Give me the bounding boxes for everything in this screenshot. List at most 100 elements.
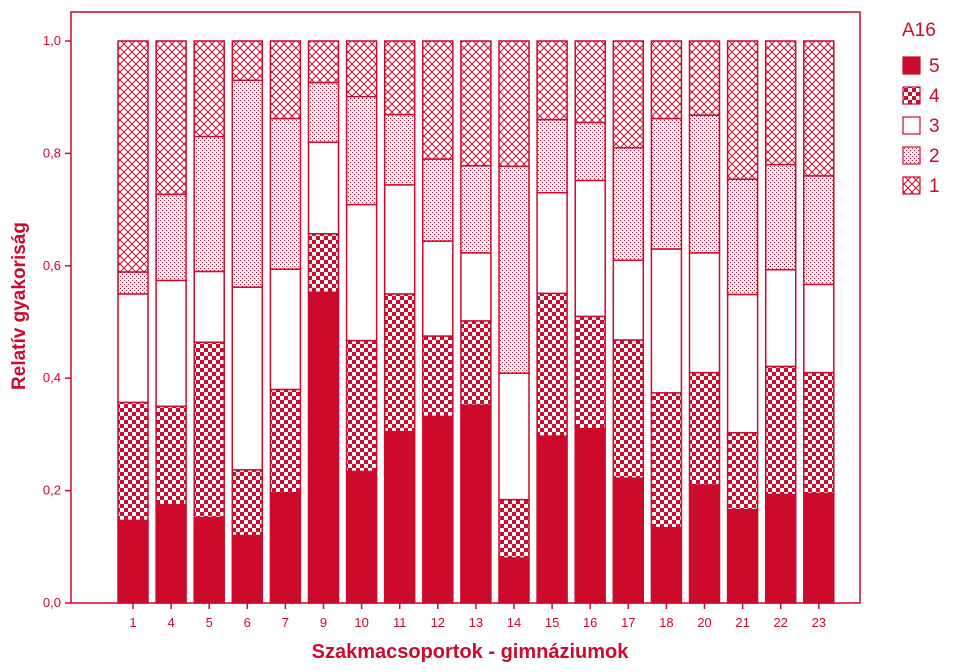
bar-segment-4-value-4 [155, 405, 187, 506]
bar-segment-7-value-1 [269, 40, 302, 120]
bar-segment-9-value-3 [307, 141, 340, 235]
bar-segment-14-value-5 [498, 557, 530, 604]
bar-segment-21-value-1 [726, 40, 759, 181]
bar-segment-20-value-1 [688, 40, 721, 116]
bar-segment-6-value-3 [231, 286, 264, 471]
y-axis-label: Relatív gyakoriság [9, 222, 30, 390]
bar-segment-16-value-5 [574, 428, 606, 604]
bar-segment-23-value-1 [803, 40, 835, 177]
bar-group-18 [650, 40, 683, 604]
bar-segment-17-value-4 [612, 339, 645, 479]
bar-segment-7-value-5 [269, 492, 302, 604]
bar-segment-23-value-3 [803, 283, 835, 374]
bar-segment-16-value-3 [574, 179, 606, 318]
y-tick-label: 0,4 [43, 370, 61, 385]
bar-group-7 [269, 40, 302, 604]
bar-segment-6-value-2 [231, 79, 264, 288]
bar-segment-9-value-4 [307, 233, 340, 293]
bar-segment-12-value-1 [422, 40, 454, 160]
bar-segment-17-value-5 [612, 477, 645, 604]
bar-segment-21-value-3 [726, 293, 759, 434]
bar-segment-1-value-2 [117, 271, 149, 295]
bar-segment-16-value-1 [574, 40, 606, 124]
x-tick-label: 21 [735, 615, 749, 630]
bar-segment-13-value-4 [460, 320, 492, 406]
legend-swatch-5 [902, 56, 921, 75]
bar-group-14 [498, 40, 530, 604]
bar-segment-22-value-1 [764, 40, 797, 166]
bar-group-9 [307, 40, 340, 604]
legend-label-2: 2 [929, 146, 940, 167]
x-tick-label: 16 [583, 615, 597, 630]
bar-segment-20-value-4 [688, 371, 721, 486]
bar-segment-5-value-2 [193, 135, 225, 273]
bar-segment-16-value-4 [574, 315, 606, 430]
legend-label-3: 3 [929, 116, 940, 137]
legend: A16 5 4 3 2 1 [902, 20, 940, 197]
bar-group-23 [803, 40, 835, 604]
x-tick-label: 18 [659, 615, 673, 630]
x-tick-label: 20 [697, 615, 711, 630]
bar-segment-15-value-2 [536, 118, 568, 194]
bar-segment-17-value-1 [612, 40, 645, 149]
x-tick-label: 22 [773, 615, 787, 630]
y-tick-label: 0,2 [43, 483, 61, 498]
y-tick-label: 0,0 [43, 595, 61, 610]
y-tick-label: 0,6 [43, 258, 61, 273]
bar-segment-18-value-2 [650, 117, 683, 250]
bar-segment-18-value-4 [650, 392, 683, 529]
bar-segment-11-value-3 [383, 184, 416, 295]
bar-segment-22-value-2 [764, 163, 797, 271]
bar-segment-10-value-5 [345, 470, 378, 604]
bar-segment-23-value-2 [803, 175, 835, 286]
bar-group-16 [574, 40, 606, 604]
bar-segment-18-value-1 [650, 40, 683, 120]
bar-segment-4-value-5 [155, 503, 187, 604]
x-tick-label: 12 [431, 615, 445, 630]
bar-segment-1-value-1 [117, 40, 149, 273]
bar-segment-15-value-1 [536, 40, 568, 121]
bar-segment-10-value-3 [345, 203, 378, 342]
bar-segment-16-value-2 [574, 121, 606, 182]
bar-group-15 [536, 40, 568, 604]
bar-segment-6-value-5 [231, 534, 264, 604]
bar-segment-21-value-5 [726, 508, 759, 604]
bar-segment-18-value-3 [650, 248, 683, 394]
bar-segment-6-value-4 [231, 469, 264, 537]
bar-segment-15-value-3 [536, 191, 568, 295]
bar-segment-11-value-1 [383, 40, 416, 116]
bar-segment-12-value-5 [422, 415, 454, 604]
bar-segment-15-value-5 [536, 435, 568, 604]
y-tick-label: 0,8 [43, 145, 61, 160]
bar-segment-1-value-3 [117, 293, 149, 404]
bar-group-1 [117, 40, 149, 604]
bar-group-4 [155, 40, 187, 604]
bar-segment-12-value-3 [422, 240, 454, 337]
bar-segment-11-value-2 [383, 113, 416, 186]
bar-segment-20-value-5 [688, 484, 721, 604]
bar-segment-12-value-2 [422, 158, 454, 242]
bar-segment-15-value-4 [536, 292, 568, 437]
bar-segment-9-value-1 [307, 40, 340, 84]
x-tick-label: 13 [469, 615, 483, 630]
bar-segment-17-value-3 [612, 259, 645, 341]
bar-group-20 [688, 40, 721, 604]
bar-segment-5-value-4 [193, 341, 225, 519]
x-tick-label: 23 [812, 615, 826, 630]
bar-segment-14-value-3 [498, 372, 530, 501]
legend-swatch-2 [902, 146, 921, 165]
x-tick-label: 11 [393, 615, 407, 630]
bar-group-13 [460, 40, 492, 604]
bar-segment-21-value-2 [726, 178, 759, 296]
bar-segment-13-value-5 [460, 404, 492, 604]
bar-segment-11-value-4 [383, 293, 416, 433]
x-tick-label: 9 [320, 615, 327, 630]
bar-segment-17-value-2 [612, 147, 645, 261]
x-tick-label: 15 [545, 615, 559, 630]
bar-group-10 [345, 40, 378, 604]
legend-swatch-4 [902, 86, 921, 105]
bar-group-21 [726, 40, 759, 604]
bar-group-17 [612, 40, 645, 604]
x-tick-label: 1 [129, 615, 136, 630]
